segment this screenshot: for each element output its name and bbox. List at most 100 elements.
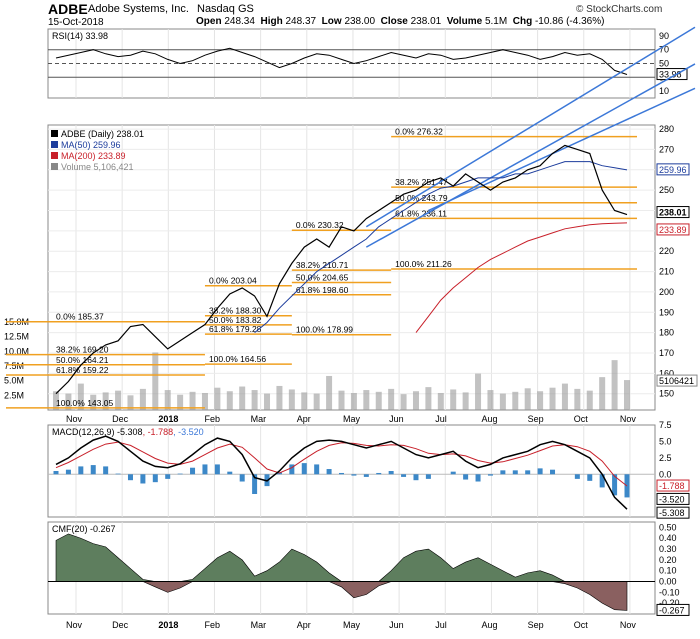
ma200-line: [415, 222, 628, 333]
bottom-x-axis-label: May: [343, 620, 361, 630]
change-value: -10.86 (-4.36%): [534, 16, 605, 27]
macd-histogram-bar: [512, 470, 518, 475]
fib-level-label: 50.0% 164.21: [56, 355, 109, 365]
macd-histogram-bar: [301, 463, 307, 475]
fib-level-label: 38.2% 169.20: [56, 345, 109, 355]
cmf-positive-area: [55, 533, 627, 582]
rsi-tick-label: 90: [659, 31, 669, 41]
cmf-tick-label: -0.10: [659, 587, 680, 597]
bottom-x-axis-label: Mar: [251, 620, 267, 630]
macd-panel: [47, 424, 656, 518]
price-value-box: [656, 163, 690, 176]
bottom-x-axis-label: Jul: [435, 620, 447, 630]
price-line: [55, 144, 628, 395]
open-value: 248.34: [224, 16, 255, 27]
rsi-value-label: 33.98: [659, 70, 682, 80]
macd-value-box: [656, 506, 690, 519]
price-tick-label: 170: [659, 348, 674, 358]
fib-level-label: 100.0% 178.99: [296, 325, 353, 335]
volume-bar: [350, 392, 357, 410]
volume-tick-label: 5.0M: [4, 376, 24, 386]
volume-bar: [90, 394, 97, 410]
macd-histogram-bar: [103, 466, 109, 475]
volume-bar: [400, 394, 407, 410]
volume-bar: [437, 392, 444, 410]
legend-entry: MA(50) 259.96: [61, 140, 121, 150]
volume-tick-label: 2.5M: [4, 390, 24, 400]
price-value-box: [656, 206, 690, 219]
macd-histogram-bar: [152, 474, 158, 483]
macd-histogram-bar: [475, 474, 481, 482]
fib-level-label: 61.8% 198.60: [296, 285, 349, 295]
cmf-tick-label: 0.20: [659, 555, 677, 565]
macd-histogram-bar: [227, 471, 233, 475]
cmf-tick-label: 0.00: [659, 577, 677, 587]
rsi-title: RSI(14) 33.98: [52, 31, 108, 41]
watermark: © StockCharts.com: [576, 4, 663, 15]
rsi-value-box: [656, 68, 688, 81]
volume-bar: [524, 388, 531, 410]
x-axis-label: Feb: [204, 414, 220, 424]
price-value-label: 238.01: [659, 208, 687, 218]
volume-bar: [189, 391, 196, 410]
volume-tick-label: 10.0M: [4, 346, 29, 356]
macd-histogram-bar: [401, 474, 407, 477]
price-tick-label: 220: [659, 246, 674, 256]
fib-level-label: 50.0% 183.82: [209, 315, 262, 325]
trend-channel-line: [365, 26, 696, 228]
rsi-tick-label: 10: [659, 86, 669, 96]
rsi-tick-label: 50: [659, 59, 669, 69]
macd-histogram-bar: [78, 466, 84, 475]
high-label: High: [260, 16, 283, 27]
legend-swatch: [51, 130, 58, 137]
macd-histogram-bar: [53, 471, 59, 475]
x-axis-label: Oct: [574, 414, 589, 424]
cmf-panel: [47, 521, 656, 615]
volume-bar: [313, 393, 320, 410]
macd-tick-label: 5.0: [659, 436, 672, 446]
rsi-series-line: [55, 47, 628, 75]
close-value: 238.01: [410, 16, 442, 27]
cmf-title: CMF(20) -0.267: [52, 524, 116, 534]
price-tick-label: 160: [659, 368, 674, 378]
volume-bar: [412, 391, 419, 410]
fib-level-label: 61.8% 179.28: [209, 324, 262, 334]
volume-bar: [239, 386, 246, 410]
volume-bar: [77, 383, 84, 410]
ticker-symbol: ADBE: [48, 1, 88, 17]
chart-header: ADBE Adobe Systems, Inc. Nasdaq GS 15-Oc…: [0, 0, 700, 28]
volume-tick-label: 12.5M: [4, 332, 29, 342]
macd-histogram-bar: [177, 473, 183, 475]
macd-histogram-bar: [351, 474, 357, 476]
legend-swatch: [51, 163, 58, 170]
macd-histogram-bar: [289, 464, 295, 475]
fib-level-label: 100.0% 143.05: [56, 398, 113, 408]
macd-value-label: -5.308: [659, 508, 685, 518]
bottom-x-axis-label: Aug: [481, 620, 497, 630]
volume-value-label: 5106421: [659, 376, 694, 386]
cmf-value-label: -0.267: [659, 605, 685, 615]
macd-title-value: , -3.520: [173, 427, 204, 437]
volume-bar: [450, 389, 457, 410]
macd-histogram-bar: [90, 465, 96, 475]
volume-bar: [201, 392, 208, 410]
quote-date: 15-Oct-2018: [48, 17, 104, 28]
bottom-x-axis-label: Sep: [528, 620, 544, 630]
macd-value-box: [656, 492, 690, 505]
price-tick-label: 280: [659, 124, 674, 134]
macd-histogram-bar: [599, 474, 605, 488]
price-tick-label: 250: [659, 185, 674, 195]
volume-bar: [177, 394, 184, 410]
macd-histogram-bar: [487, 474, 493, 476]
bottom-x-axis-label: Dec: [112, 620, 129, 630]
x-axis-label: Mar: [251, 414, 267, 424]
macd-tick-label: 7.5: [659, 420, 672, 430]
price-tick-label: 150: [659, 389, 674, 399]
fib-level-label: 38.2% 210.71: [296, 260, 349, 270]
volume-bar: [475, 373, 482, 410]
price-tick-label: 270: [659, 144, 674, 154]
macd-histogram-bar: [140, 474, 146, 484]
macd-histogram-bar: [314, 464, 320, 475]
price-panel: [47, 124, 656, 411]
price-value-label: 233.89: [659, 225, 687, 235]
